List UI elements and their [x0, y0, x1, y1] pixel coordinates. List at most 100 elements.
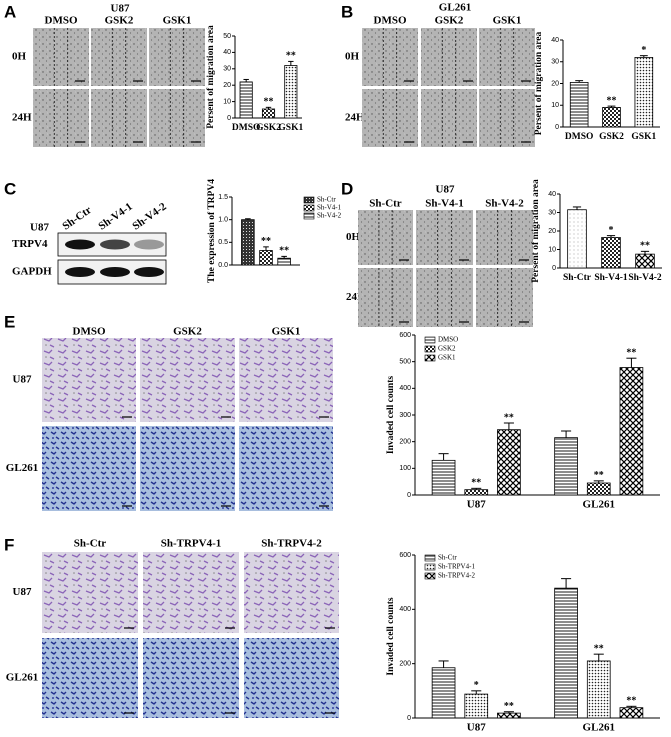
y-axis-label: The expression of TRPV4 — [207, 179, 217, 283]
micrograph — [42, 426, 136, 511]
micrograph — [244, 638, 339, 718]
micrograph — [416, 268, 473, 327]
x-tick-label: U87 — [467, 499, 486, 511]
column-label: Sh-V4-1 — [425, 198, 464, 210]
bar — [239, 81, 253, 119]
legend-swatch — [303, 204, 315, 212]
significance: ** — [607, 95, 617, 106]
y-tick-label: 40 — [223, 49, 231, 56]
micrograph — [239, 338, 333, 422]
blot-band — [65, 239, 95, 250]
column-label: GSK2 — [435, 15, 464, 27]
micrograph — [362, 89, 418, 147]
row-label: GL261 — [6, 672, 38, 684]
legend-swatch — [424, 336, 436, 344]
x-tick-label: Sh-V4-1 — [594, 273, 628, 283]
bar — [241, 219, 255, 266]
y-tick-label: 200 — [399, 439, 411, 446]
column-label: Sh-V4-2 — [485, 198, 524, 210]
significance: ** — [594, 643, 604, 654]
blot-band — [65, 267, 95, 277]
bar — [567, 209, 587, 269]
x-tick-label: GSK2 — [256, 123, 281, 133]
lane-label: Sh-Ctr — [60, 204, 94, 232]
column-label: Sh-TRPV4-1 — [161, 538, 222, 550]
lane-label: Sh-V4-1 — [96, 201, 134, 233]
y-tick-label: 0 — [407, 715, 411, 722]
row-label: 0H — [12, 51, 27, 63]
micrograph — [143, 638, 239, 718]
legend-swatch — [303, 196, 315, 204]
significance: ** — [264, 97, 274, 108]
row-label: 24H — [12, 112, 32, 124]
legend-label: Sh-Ctr — [438, 554, 457, 562]
column-label: GSK1 — [163, 15, 192, 27]
micrograph — [140, 426, 235, 511]
legend-swatch — [424, 563, 436, 571]
legend-label: Sh-TRPV4-1 — [438, 563, 475, 571]
significance: ** — [286, 51, 296, 62]
legend-label: Sh-V4-1 — [317, 204, 342, 212]
significance: * — [474, 680, 479, 691]
panel-letter: D — [341, 179, 353, 198]
micrograph — [421, 89, 477, 147]
micrograph — [91, 89, 147, 147]
blot-band — [100, 267, 130, 277]
legend-swatch — [424, 345, 436, 353]
panel-title: U87 — [30, 222, 49, 234]
y-tick-label: 600 — [399, 552, 411, 559]
micrograph — [143, 552, 239, 633]
bar — [601, 237, 621, 269]
y-tick-label: 0 — [555, 124, 559, 131]
bar — [259, 250, 273, 266]
y-tick-label: 0 — [227, 115, 231, 122]
y-tick-label: 30 — [551, 59, 559, 66]
y-tick-label: 20 — [223, 82, 231, 89]
y-tick-label: 0 — [552, 265, 556, 272]
significance: ** — [626, 696, 636, 707]
micrograph — [421, 28, 477, 86]
y-tick-label: 400 — [399, 606, 411, 613]
column-label: Sh-Ctr — [74, 538, 107, 550]
y-tick-label: 1.5 — [218, 194, 228, 201]
micrograph — [476, 268, 533, 327]
y-tick-label: 200 — [399, 661, 411, 668]
micrograph — [239, 426, 333, 511]
legend-swatch — [424, 572, 436, 580]
legend-label: DMSO — [438, 336, 458, 344]
y-tick-label: 50 — [223, 33, 231, 40]
y-tick-label: 0.5 — [218, 239, 228, 246]
legend-label: Sh-TRPV4-2 — [438, 572, 475, 580]
micrograph — [42, 638, 138, 718]
y-tick-label: 1.0 — [218, 217, 228, 224]
column-label: GSK2 — [105, 15, 134, 27]
legend-swatch — [424, 354, 436, 362]
column-label: DMSO — [374, 15, 407, 27]
x-tick-label: GL261 — [583, 499, 615, 511]
x-tick-label: GSK2 — [599, 132, 624, 142]
significance: ** — [279, 246, 289, 257]
y-tick-label: 20 — [548, 228, 556, 235]
legend-swatch — [424, 554, 436, 562]
bar — [619, 707, 644, 719]
bar — [586, 660, 611, 719]
y-axis-label: Invaded cell counts — [386, 376, 396, 454]
y-tick-label: 10 — [548, 246, 556, 253]
legend-label: GSK2 — [438, 345, 456, 353]
panel-title: U87 — [111, 3, 130, 15]
blot-band — [134, 239, 164, 250]
blot-band — [100, 239, 130, 250]
significance: ** — [261, 236, 271, 247]
bar — [569, 82, 589, 128]
row-label: GAPDH — [12, 266, 52, 278]
row-label: U87 — [13, 586, 32, 598]
y-axis-label: Persent of migration area — [531, 179, 541, 283]
y-tick-label: 400 — [399, 385, 411, 392]
column-label: GSK1 — [272, 326, 301, 338]
legend-label: Sh-V4-2 — [317, 212, 342, 220]
bar — [464, 693, 489, 719]
micrograph — [362, 28, 418, 86]
micrograph — [42, 338, 136, 422]
bar — [431, 667, 456, 719]
